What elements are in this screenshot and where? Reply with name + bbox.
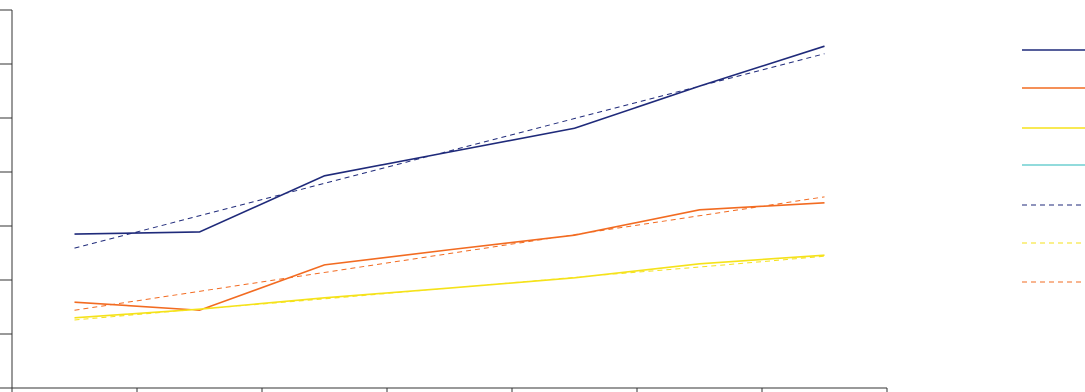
series-line [74, 254, 825, 319]
series-line [74, 45, 825, 235]
series-line [74, 201, 825, 312]
trend-line [74, 53, 825, 249]
trend-line [74, 196, 825, 311]
